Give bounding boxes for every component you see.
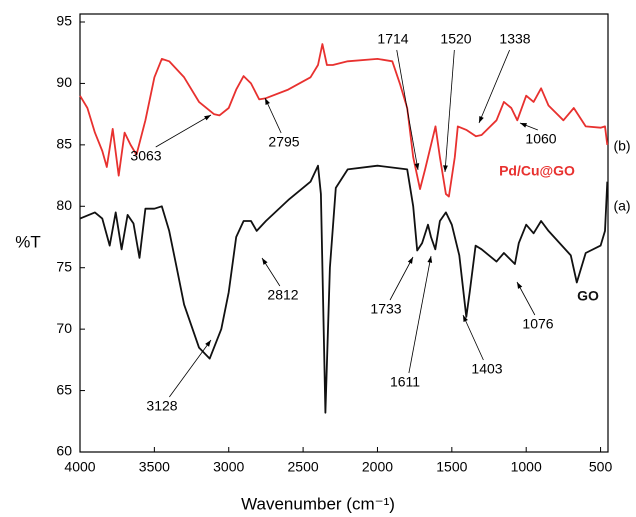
y-tick-label: 75 [56, 258, 72, 274]
arrow-head [204, 115, 211, 121]
x-tick-label: 1000 [511, 459, 542, 475]
x-tick-label: 2000 [362, 459, 393, 475]
annotation: 1338 [499, 31, 530, 47]
annotation-arrow [478, 49, 510, 124]
arrow-head [463, 315, 468, 322]
annotation-arrow [408, 255, 432, 374]
series-line [79, 164, 609, 414]
annotation: 2812 [267, 287, 298, 303]
x-tick-label: 1500 [436, 459, 467, 475]
annotation-arrow [155, 114, 212, 148]
series-label: GO [577, 288, 599, 304]
arrow-head [205, 340, 211, 347]
arrow-head [443, 165, 448, 172]
arrow-head [262, 258, 268, 265]
arrow-head [520, 123, 527, 128]
plot-frame [79, 13, 609, 453]
annotation-arrow [444, 49, 455, 173]
annotation: 1076 [522, 316, 553, 332]
y-tick-label: 90 [56, 74, 72, 90]
y-axis-title: %T [15, 232, 41, 251]
arrow-head [517, 282, 523, 289]
y-tick-label: 70 [56, 320, 72, 336]
x-tick-label: 3500 [139, 459, 170, 475]
x-axis-title: Wavenumber (cm⁻¹) [241, 494, 395, 513]
annotation: 1733 [370, 301, 401, 317]
x-tick-label: 3000 [213, 459, 244, 475]
arrow-head [414, 163, 420, 170]
y-tick-label: 85 [56, 136, 72, 152]
series-line [79, 43, 609, 198]
annotation-arrow [396, 49, 419, 171]
annotation-arrow [462, 314, 484, 361]
annotation: 3128 [146, 398, 177, 414]
annotation: 1403 [471, 361, 502, 377]
arrow-head [407, 257, 413, 264]
annotation: 1520 [440, 31, 471, 47]
annotation: 1714 [377, 31, 408, 47]
arrow-head [265, 98, 270, 105]
x-tick-label: 2500 [288, 459, 319, 475]
annotation: 3063 [130, 148, 161, 164]
y-tick-label: 65 [56, 381, 72, 397]
annotation: 2795 [268, 134, 299, 150]
series-label: Pd/Cu@GO [499, 163, 575, 179]
arrow-head [427, 256, 433, 263]
annotation: 1611 [390, 374, 420, 390]
series-tag: (b) [613, 138, 630, 154]
y-tick-label: 60 [56, 443, 72, 459]
annotation-arrow [389, 256, 414, 301]
y-tick-label: 80 [56, 197, 72, 213]
x-tick-label: 500 [589, 459, 613, 475]
arrow-head [479, 116, 484, 123]
y-tick-label: 95 [56, 13, 72, 29]
annotation: 1060 [525, 131, 556, 147]
x-tick-label: 4000 [64, 459, 95, 475]
series-tag: (a) [613, 198, 630, 214]
annotation-arrow [169, 339, 212, 398]
